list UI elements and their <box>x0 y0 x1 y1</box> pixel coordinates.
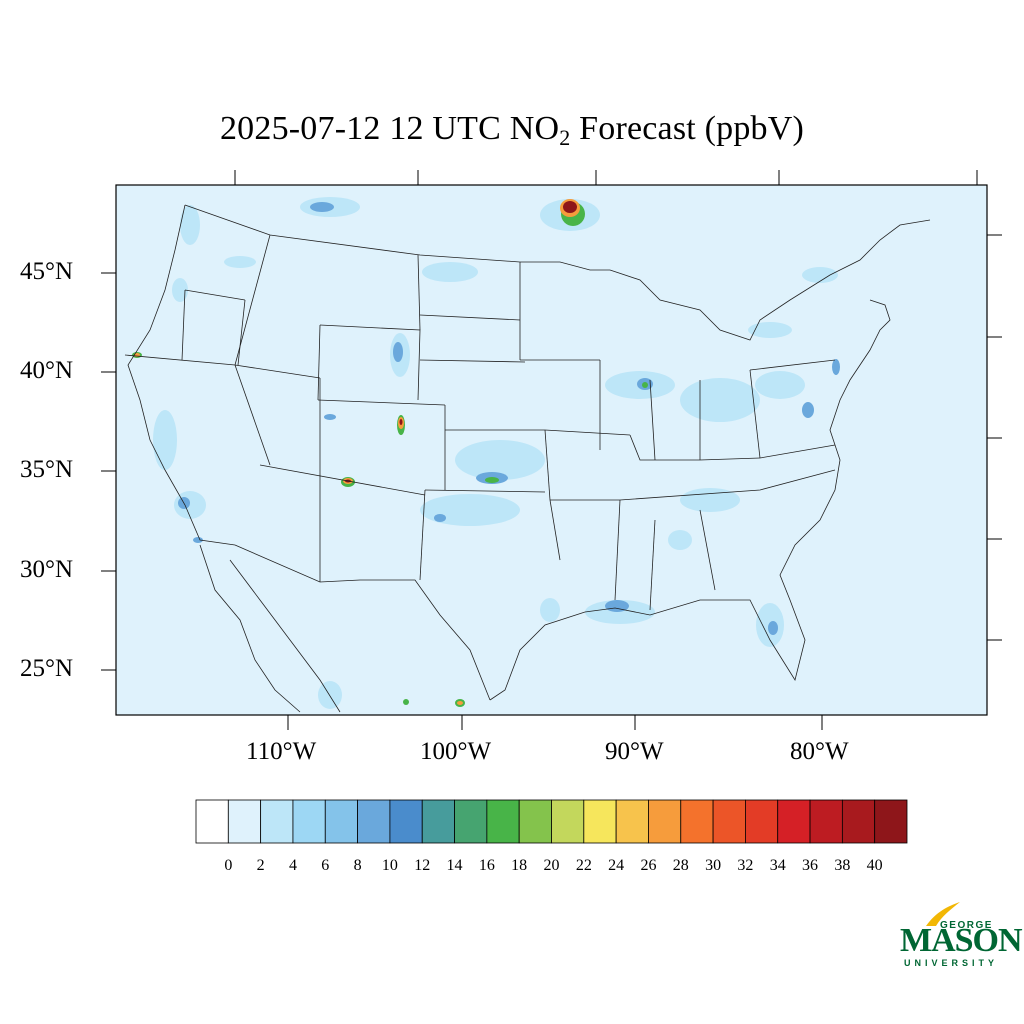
colorbar-tick-label: 30 <box>705 857 722 874</box>
lat-label-25: 25°N <box>20 655 74 682</box>
lon-label-90w: 90°W <box>605 738 664 765</box>
logo-university: UNIVERSITY <box>904 958 999 968</box>
lon-label-110w: 110°W <box>246 738 317 765</box>
colorbar-swatch <box>421 799 455 844</box>
lon-label-80w: 80°W <box>790 738 849 765</box>
colorbar-tick-label: 20 <box>543 857 560 874</box>
colorbar-tick-label: 22 <box>575 857 592 874</box>
figure-title: 2025-07-12 12 UTC NO2 Forecast (ppbV) <box>0 110 1024 151</box>
colorbar-swatch <box>454 799 488 844</box>
colorbar-tick-label: 6 <box>321 857 330 874</box>
title-subscript: 2 <box>559 125 571 150</box>
lat-label-35: 35°N <box>20 456 74 483</box>
colorbar-swatch <box>583 799 617 844</box>
colorbar-swatch <box>712 799 746 844</box>
lon-label-100w: 100°W <box>420 738 492 765</box>
colorbar-tick-label: 26 <box>640 857 657 874</box>
map-frame <box>115 184 988 716</box>
colorbar-swatch <box>389 799 423 844</box>
mexico-coast <box>199 544 341 713</box>
colorbar-tick-label: 40 <box>866 857 883 874</box>
colorbar-tick-label: 38 <box>834 857 851 874</box>
colorbar-tick-label: 2 <box>256 857 265 874</box>
colorbar-swatch <box>777 799 811 844</box>
colorbar-swatch <box>680 799 714 844</box>
title-main: 2025-07-12 12 UTC NO <box>219 110 560 147</box>
colorbar-swatch <box>874 799 908 844</box>
lat-label-45: 45°N <box>20 258 74 285</box>
colorbar-tick-label: 36 <box>802 857 819 874</box>
colorbar-swatch <box>551 799 585 844</box>
title-suffix: Forecast (ppbV) <box>570 110 805 147</box>
logo-george: GEORGE <box>940 920 993 931</box>
lat-label-40: 40°N <box>20 357 74 384</box>
colorbar-swatch <box>809 799 843 844</box>
colorbar-tick-label: 8 <box>353 857 362 874</box>
lat-label-30: 30°N <box>20 556 74 583</box>
colorbar-tick-label: 18 <box>511 857 528 874</box>
colorbar-tick-label: 16 <box>478 857 495 874</box>
colorbar-swatch <box>745 799 779 844</box>
colorbar-tick-label: 28 <box>672 857 689 874</box>
colorbar-tick-label: 4 <box>288 857 297 874</box>
colorbar-tick-label: 24 <box>608 857 625 874</box>
colorbar-swatch <box>292 799 326 844</box>
map-background <box>116 185 987 715</box>
colorbar-tick-label: 0 <box>224 857 233 874</box>
axis-ticks <box>101 170 1002 730</box>
logo-swoosh-icon <box>926 902 960 926</box>
logo-mason: MASON <box>900 922 1023 959</box>
colorbar-swatch <box>486 799 520 844</box>
colorbar-tick-label: 32 <box>737 857 754 874</box>
gmu-logo: GEORGE MASON UNIVERSITY <box>896 900 1023 970</box>
colorbar-tick-label: 34 <box>769 857 786 874</box>
colorbar-swatch <box>841 799 876 844</box>
colorbar-swatch <box>324 799 358 844</box>
concentration-field <box>124 197 931 713</box>
colorbar-swatch <box>357 799 391 844</box>
colorbar-tick-label: 12 <box>414 857 431 874</box>
colorbar-swatch <box>260 799 294 844</box>
colorbar-swatch <box>615 799 649 844</box>
colorbar-tick-label: 10 <box>381 857 398 874</box>
colorbar-swatch <box>227 799 262 844</box>
colorbar-swatch <box>648 799 682 844</box>
colorbar-swatch <box>195 799 229 844</box>
state-boundaries <box>124 204 931 701</box>
colorbar-tick-label: 14 <box>446 857 463 874</box>
colorbar-swatch <box>518 799 552 844</box>
red-hotspots <box>345 201 577 483</box>
colorbar <box>195 799 908 844</box>
